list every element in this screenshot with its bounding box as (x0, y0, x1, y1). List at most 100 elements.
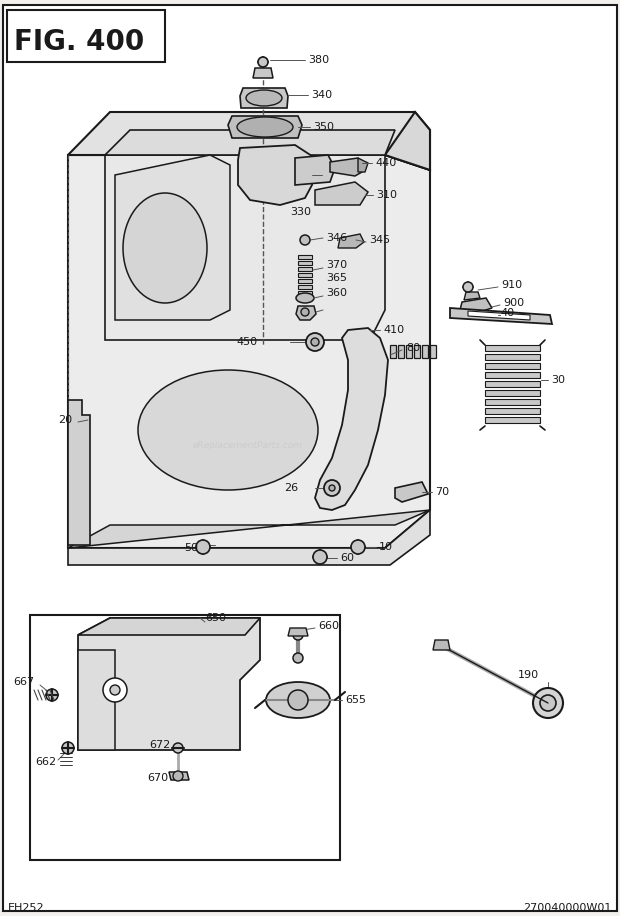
Polygon shape (68, 155, 430, 548)
Circle shape (293, 630, 303, 640)
Text: 270040000W01: 270040000W01 (524, 903, 612, 913)
Ellipse shape (246, 90, 282, 106)
Ellipse shape (123, 193, 207, 303)
Text: 900: 900 (503, 298, 524, 308)
Text: 370: 370 (326, 260, 347, 270)
Circle shape (324, 480, 340, 496)
Ellipse shape (266, 682, 330, 718)
Polygon shape (485, 417, 540, 423)
Text: 70: 70 (435, 487, 449, 497)
Polygon shape (228, 116, 302, 138)
Polygon shape (78, 618, 260, 635)
Bar (30, 615, 340, 860)
Circle shape (258, 57, 268, 67)
Polygon shape (433, 640, 450, 650)
Circle shape (293, 653, 303, 663)
Text: 450: 450 (237, 337, 258, 347)
Text: 30: 30 (551, 375, 565, 385)
Text: FIG. 400: FIG. 400 (14, 28, 144, 56)
Polygon shape (105, 130, 395, 155)
Circle shape (173, 771, 183, 781)
Polygon shape (68, 112, 430, 170)
Text: 380: 380 (308, 55, 329, 65)
Polygon shape (253, 68, 273, 78)
Polygon shape (169, 772, 189, 780)
Circle shape (196, 540, 210, 554)
Polygon shape (298, 255, 312, 259)
Text: 667: 667 (13, 677, 34, 687)
Text: 20: 20 (58, 415, 72, 425)
Circle shape (313, 550, 327, 564)
Polygon shape (485, 372, 540, 378)
Text: 310: 310 (376, 190, 397, 200)
Text: 40: 40 (500, 308, 514, 318)
Ellipse shape (138, 370, 318, 490)
Polygon shape (390, 345, 396, 358)
Polygon shape (464, 292, 480, 300)
Text: 662: 662 (35, 757, 56, 767)
Circle shape (288, 690, 308, 710)
Circle shape (301, 308, 309, 316)
Polygon shape (485, 354, 540, 360)
Polygon shape (414, 345, 420, 358)
Circle shape (351, 540, 365, 554)
Circle shape (103, 678, 127, 702)
Polygon shape (298, 291, 312, 295)
Polygon shape (338, 234, 364, 248)
Circle shape (173, 743, 183, 753)
Circle shape (533, 688, 563, 718)
Text: 440: 440 (375, 158, 396, 168)
Circle shape (436, 641, 444, 649)
Text: 26: 26 (284, 483, 298, 493)
Polygon shape (115, 155, 230, 320)
Circle shape (463, 282, 473, 292)
Circle shape (311, 338, 319, 346)
Text: 350: 350 (313, 122, 334, 132)
Polygon shape (485, 363, 540, 369)
Text: 80: 80 (406, 343, 420, 353)
Polygon shape (295, 155, 335, 185)
Text: 190: 190 (518, 670, 539, 680)
Polygon shape (298, 267, 312, 271)
Circle shape (300, 235, 310, 245)
Text: 360: 360 (326, 288, 347, 298)
Text: 50: 50 (184, 543, 198, 553)
Polygon shape (78, 618, 260, 750)
Polygon shape (315, 328, 388, 510)
Polygon shape (296, 306, 316, 320)
Bar (7, 10, 165, 62)
Text: EH252: EH252 (8, 903, 45, 913)
Text: 346: 346 (326, 233, 347, 243)
Text: 60: 60 (340, 553, 354, 563)
Text: 655: 655 (345, 695, 366, 705)
Polygon shape (460, 298, 492, 315)
Polygon shape (485, 408, 540, 414)
Polygon shape (105, 155, 385, 340)
Polygon shape (298, 279, 312, 283)
Circle shape (62, 742, 74, 754)
Text: 365: 365 (326, 273, 347, 283)
Circle shape (540, 695, 556, 711)
Polygon shape (398, 345, 404, 358)
Polygon shape (298, 285, 312, 289)
Circle shape (46, 689, 58, 701)
Polygon shape (485, 399, 540, 405)
Text: 650: 650 (205, 613, 226, 623)
Polygon shape (395, 482, 428, 502)
Polygon shape (238, 145, 315, 205)
Polygon shape (385, 112, 430, 170)
Text: 345: 345 (369, 235, 390, 245)
Circle shape (110, 685, 120, 695)
Text: 410: 410 (383, 325, 404, 335)
Polygon shape (358, 158, 368, 172)
Text: 910: 910 (501, 280, 522, 290)
Polygon shape (430, 345, 436, 358)
Polygon shape (68, 400, 90, 545)
Ellipse shape (237, 117, 293, 137)
Polygon shape (422, 345, 428, 358)
Polygon shape (485, 381, 540, 387)
Polygon shape (68, 510, 430, 548)
Text: eReplacementParts.com: eReplacementParts.com (193, 441, 303, 450)
Polygon shape (315, 182, 368, 205)
Polygon shape (450, 308, 552, 324)
